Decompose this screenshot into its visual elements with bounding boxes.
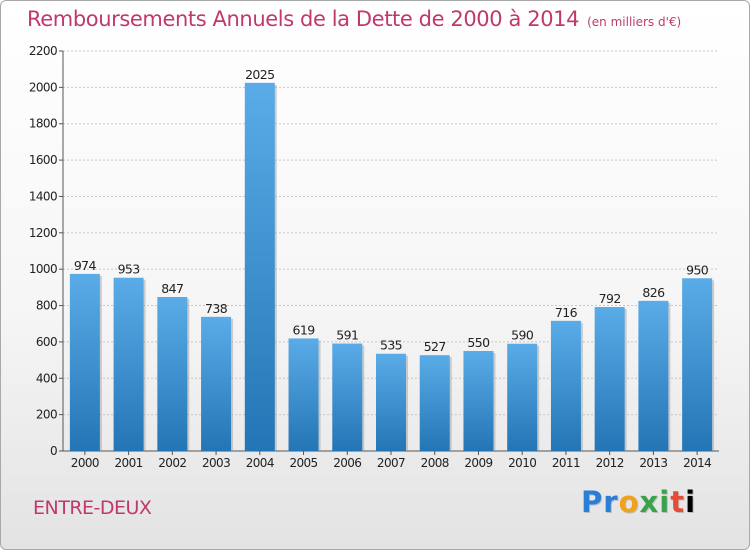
bar-value-label: 847 bbox=[161, 281, 183, 296]
bar-value-label: 535 bbox=[380, 338, 402, 353]
chart-title-text: Remboursements Annuels de la Dette de 20… bbox=[27, 7, 580, 31]
x-tick-label: 2005 bbox=[289, 456, 317, 470]
x-tick-label: 2009 bbox=[464, 456, 492, 470]
y-tick-label: 200 bbox=[36, 408, 57, 422]
town-name: ENTRE-DEUX bbox=[33, 497, 152, 519]
bar bbox=[463, 351, 494, 451]
logo-letter: o bbox=[618, 485, 640, 519]
bar-value-label: 2025 bbox=[245, 67, 274, 82]
bar bbox=[113, 277, 144, 451]
proxiti-logo: Proxiti bbox=[581, 485, 696, 519]
bar-value-label: 974 bbox=[74, 258, 97, 273]
bar-value-label: 550 bbox=[467, 335, 490, 350]
y-tick-label: 1000 bbox=[29, 262, 57, 276]
bar bbox=[69, 273, 100, 451]
bar bbox=[638, 300, 669, 451]
x-tick-label: 2006 bbox=[333, 456, 361, 470]
x-tick-label: 2010 bbox=[508, 456, 536, 470]
chart-unit: (en milliers d'€) bbox=[587, 15, 682, 29]
bar-value-label: 953 bbox=[118, 262, 140, 277]
bar bbox=[157, 297, 188, 451]
y-tick-label: 400 bbox=[36, 371, 57, 385]
logo-letter: i bbox=[685, 485, 697, 519]
x-tick-label: 2000 bbox=[71, 456, 99, 470]
bar-value-label: 950 bbox=[686, 262, 709, 277]
bar bbox=[550, 320, 581, 451]
bar-value-label: 590 bbox=[511, 328, 534, 343]
labels: 974 953 847 738 2025 619 591 535 527 550 590 716 792… bbox=[74, 67, 710, 354]
bar bbox=[682, 278, 713, 451]
bar-value-label: 591 bbox=[336, 328, 358, 343]
x-tick-label: 2003 bbox=[202, 456, 230, 470]
y-tick-label: 2000 bbox=[29, 80, 57, 94]
x-tick-label: 2001 bbox=[115, 456, 143, 470]
x-tick-label: 2008 bbox=[421, 456, 449, 470]
y-tick-label: 1400 bbox=[29, 189, 57, 203]
chart-title: Remboursements Annuels de la Dette de 20… bbox=[27, 7, 681, 31]
bar bbox=[201, 316, 232, 451]
x-tick-label: 2004 bbox=[246, 456, 274, 470]
logo-letter: r bbox=[603, 485, 619, 519]
x-tick-label: 2014 bbox=[683, 456, 711, 470]
bar bbox=[419, 355, 450, 451]
y-tick-label: 0 bbox=[50, 444, 57, 458]
logo-letter: P bbox=[581, 485, 604, 519]
x-tick-label: 2002 bbox=[158, 456, 186, 470]
bar bbox=[507, 343, 538, 451]
x-tick-label: 2011 bbox=[552, 456, 580, 470]
bar-value-label: 619 bbox=[293, 322, 316, 337]
logo-letter: t bbox=[670, 485, 686, 519]
bar bbox=[332, 343, 363, 451]
bar-value-label: 716 bbox=[555, 305, 578, 320]
bar bbox=[594, 307, 625, 451]
logo-letter: x bbox=[639, 485, 660, 519]
bar bbox=[244, 82, 275, 452]
bar-value-label: 527 bbox=[424, 339, 446, 354]
logo-letter: i bbox=[659, 485, 671, 519]
bar-value-label: 792 bbox=[599, 291, 621, 306]
x-tick-label: 2012 bbox=[596, 456, 624, 470]
bars bbox=[69, 82, 715, 452]
x-tick-label: 2013 bbox=[639, 456, 667, 470]
bar bbox=[288, 338, 319, 451]
y-tick-label: 1600 bbox=[29, 153, 57, 167]
y-tick-label: 600 bbox=[36, 335, 57, 349]
bar-value-label: 738 bbox=[205, 301, 228, 316]
y-tick-label: 1200 bbox=[29, 226, 57, 240]
bar-value-label: 826 bbox=[642, 285, 665, 300]
y-tick-label: 2200 bbox=[29, 44, 57, 58]
x-tick-label: 2007 bbox=[377, 456, 405, 470]
axes: 0 200 400 600 800 1000 1200 1400 1600 1800 2000 220… bbox=[29, 44, 719, 470]
bar bbox=[376, 353, 406, 451]
y-tick-label: 1800 bbox=[29, 117, 57, 131]
y-tick-label: 800 bbox=[36, 299, 57, 313]
